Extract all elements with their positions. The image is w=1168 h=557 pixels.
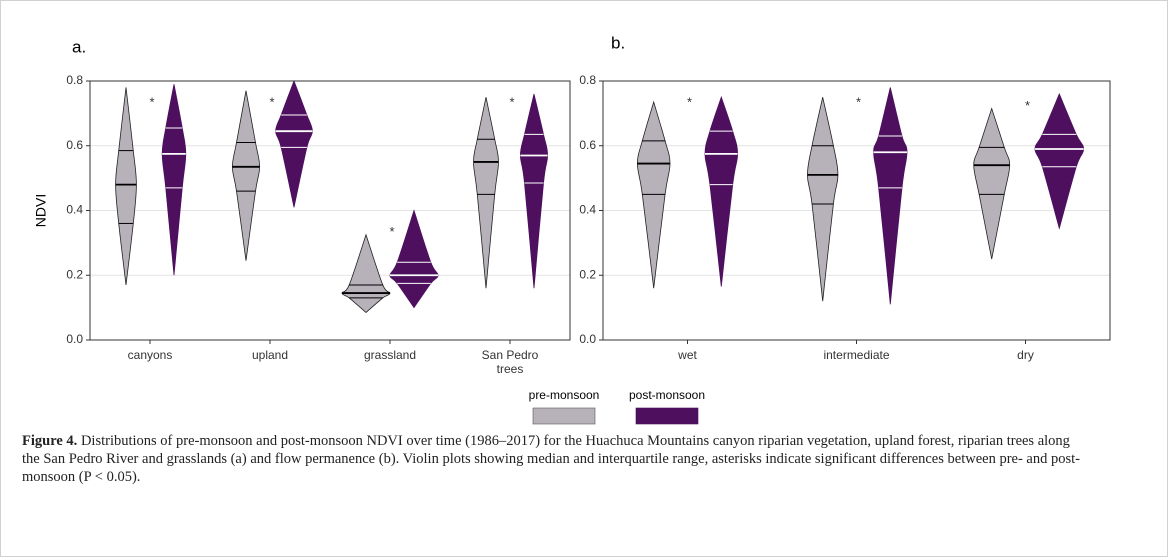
- caption: Figure 4. Distributions of pre-monsoon a…: [22, 432, 1082, 486]
- x-tick-label-line: trees: [497, 362, 524, 376]
- y-tick-label: 0.2: [66, 267, 83, 281]
- legend-swatch: [635, 407, 699, 425]
- violin: [115, 87, 137, 286]
- legend-label: post-monsoon: [629, 388, 705, 402]
- caption-label: Figure 4.: [22, 433, 78, 449]
- plot-frame: [89, 80, 571, 341]
- significance-mark: *: [389, 224, 394, 239]
- y-tick-label: 0.6: [579, 138, 596, 152]
- significance-mark: *: [509, 94, 514, 109]
- violin: [704, 95, 738, 287]
- x-tick-label: intermediate: [823, 348, 889, 362]
- violin: [473, 97, 499, 289]
- y-axis-label: NDVI: [33, 194, 49, 227]
- x-tick-label: dry: [1017, 348, 1034, 362]
- chart: 0.0 0.2 0.4 0.6 0.8 canyons * upland * grassland *…: [33, 33, 1111, 425]
- violin: [341, 233, 391, 314]
- caption-text: Distributions of pre-monsoon and post-mo…: [22, 433, 1080, 485]
- x-tick-label-line: intermediate: [823, 348, 889, 362]
- x-tick-label-line: upland: [252, 348, 288, 362]
- x-tick-label-line: grassland: [364, 348, 416, 362]
- x-tick-label-line: dry: [1017, 348, 1034, 362]
- x-tick-label: canyons: [128, 348, 173, 362]
- x-tick-label-line: San Pedro: [482, 348, 539, 362]
- violin: [973, 107, 1011, 260]
- x-tick-label: San Pedro trees: [482, 348, 539, 376]
- significance-mark: *: [1025, 98, 1030, 113]
- y-tick-label: 0.8: [66, 73, 83, 87]
- significance-mark: *: [856, 94, 861, 109]
- significance-mark: *: [149, 94, 154, 109]
- violin: [389, 209, 439, 309]
- y-tick-label: 0.2: [579, 267, 596, 281]
- legend-label: pre-monsoon: [529, 388, 600, 402]
- x-tick-label-line: wet: [677, 348, 697, 362]
- legend-swatch: [532, 407, 596, 425]
- violin: [873, 87, 908, 305]
- violin: [807, 97, 839, 302]
- violin: [519, 93, 549, 289]
- significance-mark: *: [269, 94, 274, 109]
- x-tick-label-line: canyons: [128, 348, 173, 362]
- panel-label: b.: [611, 33, 625, 52]
- panel-label: a.: [72, 37, 86, 56]
- violin: [231, 90, 261, 261]
- y-tick-label: 0.0: [579, 332, 596, 346]
- violin: [637, 100, 671, 289]
- violin: [161, 84, 187, 276]
- significance-mark: *: [687, 94, 692, 109]
- y-tick-label: 0.8: [579, 73, 596, 87]
- x-tick-label: grassland: [364, 348, 416, 362]
- y-tick-label: 0.0: [66, 332, 83, 346]
- y-tick-label: 0.6: [66, 138, 83, 152]
- x-tick-label: upland: [252, 348, 288, 362]
- violin: [1034, 92, 1084, 230]
- violin: [275, 79, 313, 208]
- y-tick-label: 0.4: [66, 203, 83, 217]
- y-tick-label: 0.4: [579, 203, 596, 217]
- x-tick-label: wet: [677, 348, 697, 362]
- plot-frame: [602, 80, 1111, 341]
